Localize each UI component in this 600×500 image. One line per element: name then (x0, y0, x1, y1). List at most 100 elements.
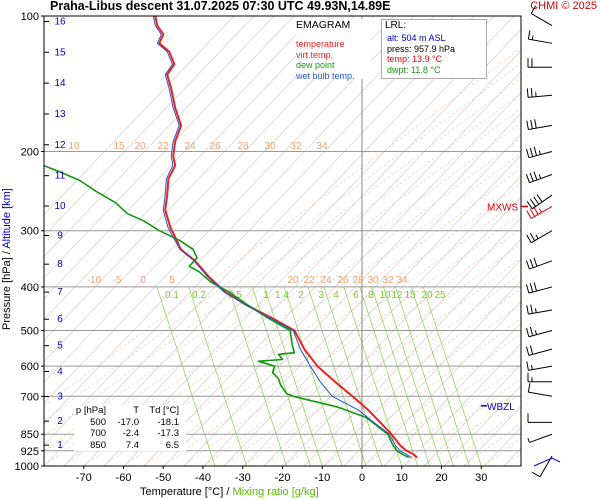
y-axis-label: Pressure [hPa] / Altitude [km] (1, 188, 13, 330)
grid-label-mid: 24 (320, 275, 332, 286)
dry-adiabat-line (524, 16, 600, 466)
mixing-ratio-line (323, 286, 383, 466)
wind-barb-staff (528, 330, 553, 338)
altitude-tick-label: 13 (54, 109, 66, 120)
series-layer (44, 16, 418, 459)
stats-header-td: Td [°C] (149, 405, 179, 416)
wind-barb-staff (528, 286, 553, 294)
moist-adiabat-line (564, 16, 600, 466)
moist-adiabat-line (383, 362, 521, 466)
mixing-ratio-line (188, 286, 248, 466)
stats-row: 500 -17.0 -18.1 (74, 417, 186, 429)
lrl-altitude: alt: 504 m ASL (387, 33, 446, 43)
pressure-tick-label: 100 (21, 11, 39, 23)
grid-label-temp: -10 (87, 275, 102, 286)
dry-adiabat-line (223, 154, 521, 466)
grid-label-mid: 28 (352, 275, 364, 286)
dry-adiabat-line (63, 16, 495, 466)
moist-adiabat-line (403, 377, 521, 466)
moist-adiabat-line (524, 16, 600, 466)
mixing-ratio-line (228, 286, 287, 466)
series-clip-group (44, 16, 418, 459)
legend-heading: EMAGRAM (296, 19, 351, 31)
wind-barb-half (527, 438, 530, 443)
wind-barb-flag (526, 234, 532, 243)
dry-adiabat-line (44, 16, 355, 341)
moist-adiabat-line (343, 332, 521, 466)
pressure-tick-label: 400 (21, 282, 39, 294)
moist-adiabat-line (44, 47, 521, 407)
stats-header-row: p [hPa] T Td [°C] (74, 405, 186, 417)
wind-barb-staff (539, 455, 553, 478)
grid-label-temp: 5 (169, 275, 175, 286)
wind-barb-half (534, 308, 537, 313)
wind-barb-flag (526, 327, 530, 337)
dry-adiabat-line (363, 301, 521, 466)
moist-adiabat-line (423, 392, 521, 466)
mixing-ratio-line (359, 286, 418, 466)
moist-adiabat-line (203, 227, 521, 466)
dry-adiabat-line (143, 71, 521, 466)
wind-barb-flag (525, 260, 530, 270)
altitude-tick-label: 8 (57, 259, 63, 270)
series-line-temperature (154, 16, 418, 459)
dry-adiabat-line (423, 364, 521, 466)
mxws-label: MXWS (487, 202, 518, 213)
moist-adiabat-line (103, 152, 521, 466)
mixing-ratio-label: 6 (353, 290, 359, 301)
wind-barb-flag (533, 282, 538, 292)
wind-barb-flag (526, 120, 529, 130)
stats-cell: -18.1 (157, 416, 179, 428)
wind-barb-flag (529, 232, 536, 241)
mixing-ratio-line (251, 286, 311, 466)
wbzl-label: WBZL (487, 402, 515, 413)
wind-barb-staff (530, 13, 553, 26)
wind-barb-half (534, 330, 538, 335)
wind-barb-flag (533, 171, 538, 181)
wind-barb-staff (529, 433, 553, 443)
grid-label-upper: 32 (290, 141, 302, 152)
wind-barb-flag (529, 172, 534, 182)
x-axis-label-mixing-ratio: Mixing ratio [g/kg] (232, 486, 319, 498)
dry-adiabat-line (163, 91, 521, 466)
altitude-tick-label: 11 (55, 171, 66, 182)
wind-barb-half (538, 174, 542, 179)
mixing-ratio-label: 0.2 (192, 290, 206, 301)
altitude-tick-label: 2 (57, 416, 63, 427)
altitude-tick-label: 9 (57, 231, 63, 242)
grid-label-upper: 20 (134, 141, 146, 152)
mixing-ratio-line (371, 286, 430, 466)
dry-adiabat-line (283, 217, 521, 466)
wind-barb-layer (525, 5, 561, 478)
pressure-tick-label: 300 (21, 226, 39, 238)
altitude-tick-label: 1 (57, 440, 63, 451)
wind-barb-staff (528, 348, 553, 356)
y-axis-label-altitude: Altitude [km] (1, 188, 13, 249)
moist-adiabat-line (223, 242, 521, 466)
moist-adiabat-line (44, 92, 521, 452)
dry-adiabat-line (44, 16, 475, 466)
moist-adiabat-line (183, 212, 521, 466)
grid-label-upper: 34 (316, 141, 328, 152)
stats-cell: -2.4 (122, 428, 139, 439)
x-tick-label: 0 (359, 472, 365, 484)
wind-barb-flag (526, 361, 529, 371)
wind-barb-flag (530, 119, 533, 129)
moist-adiabat-line (243, 257, 521, 466)
wind-barb-flag (525, 174, 530, 183)
grid-layer: 10 15 20 22 24 26 28 30 32 34-10 -5 0 5 20 22 24 26 28 30 3… (44, 16, 600, 466)
pressure-tick-label: 600 (21, 361, 39, 373)
dry-adiabat-line (44, 16, 275, 258)
pressure-tick-label: 700 (21, 391, 39, 403)
pressure-tick-label: 200 (21, 146, 39, 158)
wind-barb-flag (534, 119, 537, 129)
grid-label-mid: 32 (382, 275, 394, 286)
legend-item-wet-bulb: wet bulb temp. (296, 70, 355, 81)
chart-title: Praha-Libus descent 31.07.2025 07:30 UTC… (50, 0, 391, 13)
altitude-tick-label: 4 (57, 366, 63, 377)
altitude-tick-label: 15 (54, 47, 66, 58)
dry-adiabat-line (44, 16, 335, 320)
dry-adiabat-line (564, 16, 600, 466)
grid-label-upper: 26 (209, 141, 221, 152)
